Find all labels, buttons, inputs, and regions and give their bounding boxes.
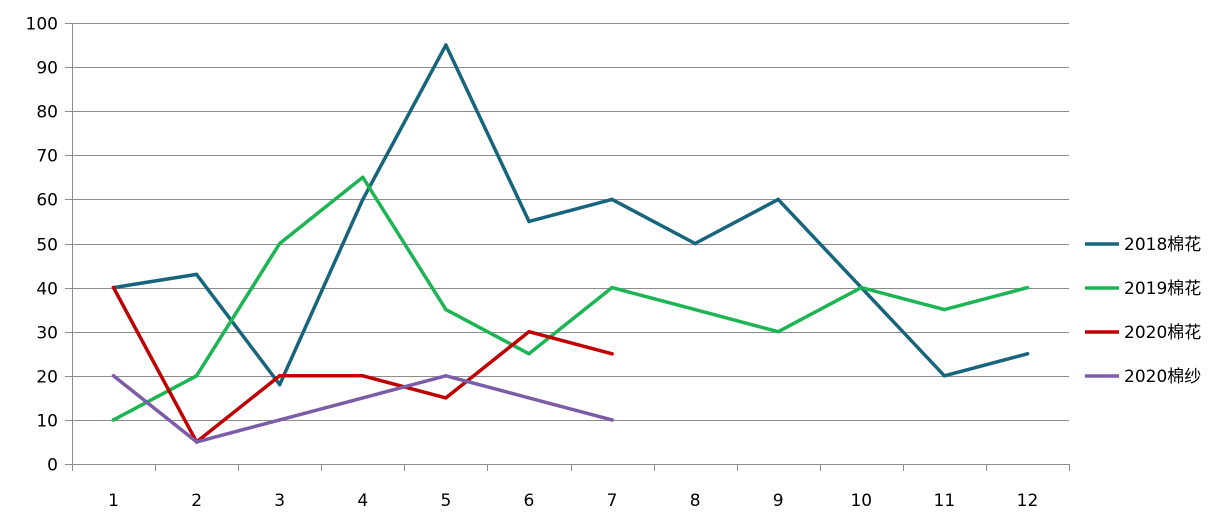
data-point <box>111 418 116 422</box>
y-tick-label: 50 <box>36 236 58 256</box>
data-point <box>610 197 614 202</box>
data-point <box>610 352 614 356</box>
data-point <box>444 43 448 47</box>
legend-item: 2019棉花 <box>1085 279 1201 299</box>
data-point <box>444 396 448 400</box>
x-tick-label: 12 <box>1017 491 1039 511</box>
series-1 <box>111 43 1030 387</box>
data-point <box>361 175 365 180</box>
legend-label: 2020棉纱 <box>1124 367 1201 387</box>
data-point <box>776 329 780 334</box>
data-point <box>610 285 614 290</box>
legend-label: 2019棉花 <box>1124 279 1201 299</box>
data-point <box>527 329 531 334</box>
data-point <box>444 307 448 312</box>
legend-label: 2018棉花 <box>1124 235 1201 255</box>
y-tick-label: 20 <box>36 368 58 388</box>
y-tick-label: 10 <box>36 412 58 432</box>
y-tick-label: 0 <box>47 456 58 476</box>
x-tick-label: 11 <box>934 491 956 511</box>
data-point <box>942 374 947 378</box>
x-tick-label: 10 <box>850 491 872 511</box>
data-point <box>277 241 282 246</box>
series-line <box>111 285 614 444</box>
data-point <box>111 285 116 290</box>
series-line <box>111 175 1030 422</box>
legend-item: 2020棉纱 <box>1085 367 1201 387</box>
series-line <box>111 43 1030 387</box>
data-point <box>361 197 365 202</box>
data-point <box>693 307 697 312</box>
data-point <box>693 241 697 246</box>
y-tick-label: 40 <box>36 280 58 300</box>
data-point <box>361 374 365 378</box>
data-point <box>942 307 947 312</box>
data-point <box>277 418 282 422</box>
x-tick-label: 3 <box>274 491 285 511</box>
x-tick-label: 7 <box>607 491 618 511</box>
y-tick-label: 70 <box>36 147 58 167</box>
x-tick-label: 2 <box>191 491 202 511</box>
series-lines <box>111 43 1030 444</box>
series-2 <box>111 175 1030 422</box>
y-tick-label: 90 <box>36 59 58 79</box>
data-point <box>1025 285 1030 290</box>
x-tick-label: 6 <box>524 491 535 511</box>
legend-item: 2020棉花 <box>1085 323 1201 343</box>
x-tick-label: 8 <box>690 491 701 511</box>
y-tick-label: 60 <box>36 191 58 211</box>
x-tick-label: 4 <box>357 491 368 511</box>
series-line <box>111 374 614 444</box>
series-4 <box>111 374 614 444</box>
legend-item: 2018棉花 <box>1085 235 1201 255</box>
legend-label: 2020棉花 <box>1124 323 1201 343</box>
data-point <box>194 440 199 444</box>
data-point <box>859 285 864 290</box>
y-tick-label: 30 <box>36 324 58 344</box>
x-tick-label: 9 <box>773 491 784 511</box>
data-point <box>277 382 282 387</box>
x-tick-label: 5 <box>440 491 451 511</box>
x-tick-label: 1 <box>108 491 119 511</box>
data-point <box>776 197 780 202</box>
data-point <box>277 374 282 378</box>
legend: 2018棉花 2019棉花 2020棉花 2020棉纱 <box>1085 235 1201 387</box>
y-tick-label: 80 <box>36 103 58 123</box>
data-point <box>361 396 365 400</box>
data-point <box>194 272 199 277</box>
gridlines <box>72 23 1069 421</box>
y-tick-label: 100 <box>26 15 58 35</box>
data-point <box>527 396 531 400</box>
data-point <box>1025 352 1030 356</box>
data-point <box>527 352 531 356</box>
data-point <box>444 374 448 378</box>
data-point <box>527 219 531 224</box>
data-point <box>610 418 614 422</box>
data-point <box>111 374 116 378</box>
data-point <box>194 374 199 378</box>
